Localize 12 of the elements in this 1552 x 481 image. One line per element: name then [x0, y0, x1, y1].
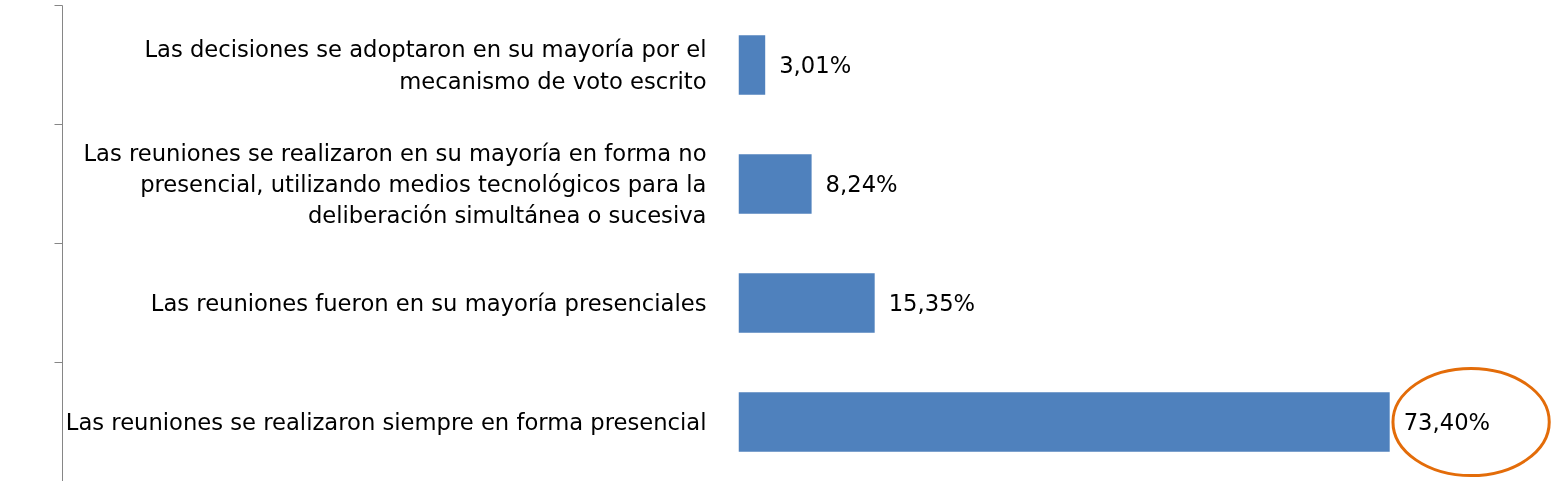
bar: [738, 273, 875, 333]
bar: [738, 154, 812, 214]
y-tick-label: Las reuniones se realizaron siempre en forma presencial: [65, 409, 707, 435]
y-tick-label: Las reuniones fueron en su mayoría presenciales: [150, 290, 707, 316]
bar: [738, 35, 766, 95]
y-tick-label: Las reuniones se realizaron en su mayoría en forma no presencial, utilizando medios tecnológicos para la deliberación simultánea o sucesiva: [83, 139, 707, 229]
data-label: 15,35%: [888, 290, 976, 316]
data-label: 3,01%: [779, 52, 852, 78]
data-label: 73,40%: [1403, 409, 1491, 435]
data-label: 8,24%: [825, 171, 898, 197]
y-tick-label: Las decisiones se adoptaron en su mayoría por el mecanismo de voto escrito: [144, 36, 707, 94]
bar: [738, 392, 1390, 452]
